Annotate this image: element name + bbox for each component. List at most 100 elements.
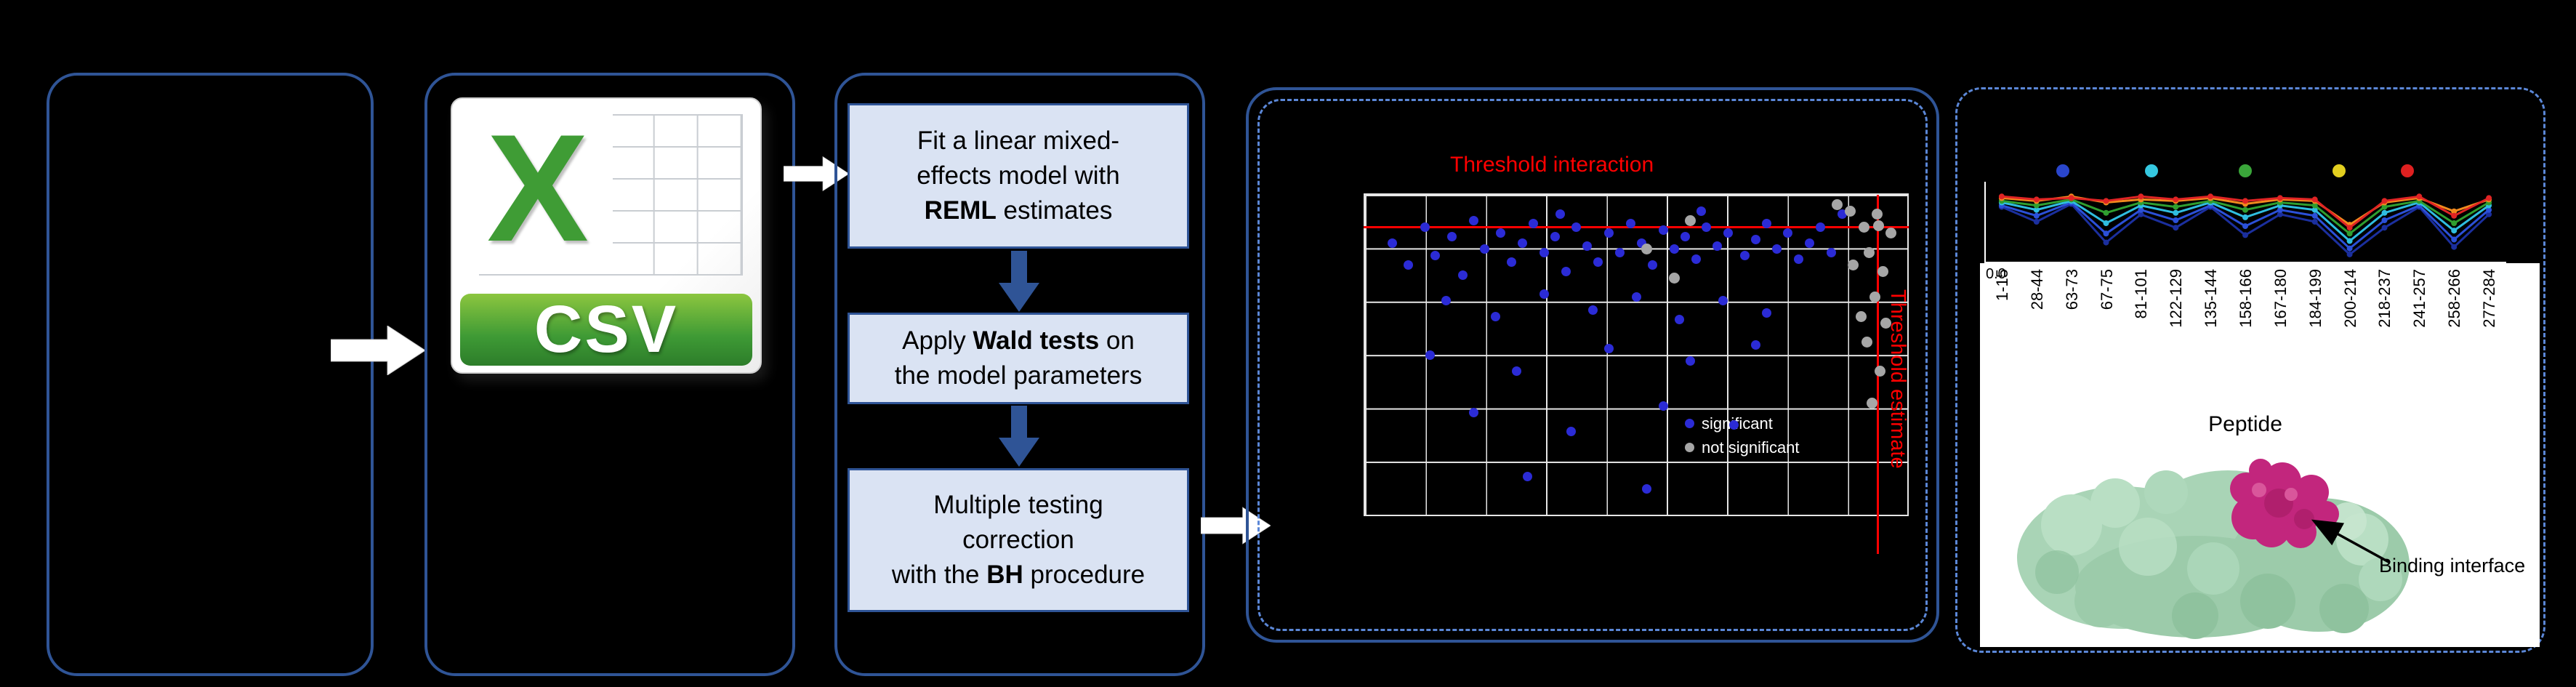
scatter-point — [1430, 251, 1441, 261]
scatter-point — [1837, 209, 1847, 219]
scatter-point — [1702, 222, 1712, 232]
scatter-point — [1641, 244, 1653, 255]
uptake-series-marker — [2033, 219, 2040, 225]
threshold-interaction-label: Threshold interaction — [1450, 153, 1654, 177]
peptide-tick-label: 277-284 — [2480, 269, 2499, 328]
panel-structure-output — [1955, 87, 2545, 653]
scatter-point — [1446, 231, 1457, 241]
uptake-series-marker — [2451, 208, 2458, 214]
y-axis-tick-label: 0.0 — [1986, 266, 2006, 282]
scatter-point — [1845, 205, 1856, 217]
scatter-point — [1457, 270, 1468, 280]
scatter-point — [1875, 365, 1886, 377]
threshold-line-horizontal — [1364, 226, 1909, 228]
uptake-series-marker — [2277, 206, 2283, 213]
scatter-point — [1880, 317, 1891, 329]
uptake-series-marker — [2138, 206, 2144, 213]
uptake-series-marker — [2346, 238, 2353, 244]
scatter-legend-item: significant — [1685, 411, 1800, 435]
peptide-tick-label: 63-73 — [2062, 269, 2081, 310]
scatter-point — [1539, 247, 1549, 257]
scatter-point — [1496, 228, 1505, 238]
uptake-series-marker — [2138, 193, 2144, 200]
scatter-point — [1668, 272, 1680, 284]
scatter-point — [1561, 267, 1571, 277]
timepoint-dot-icon — [2056, 164, 2069, 177]
uptake-series-marker — [2311, 196, 2318, 203]
scatter-point — [1582, 241, 1593, 251]
uptake-series-marker — [2242, 206, 2248, 213]
uptake-series-marker — [2242, 223, 2248, 230]
uptake-series-marker — [2416, 193, 2423, 200]
scatter-point — [1723, 228, 1734, 238]
scatter-point — [1685, 214, 1696, 226]
scatter-point — [1468, 407, 1478, 417]
uptake-series-marker — [2486, 195, 2492, 201]
scatter-point — [1550, 231, 1560, 241]
uptake-series-marker — [2173, 196, 2179, 203]
scatter-point — [1675, 315, 1685, 325]
scatter-point — [1847, 260, 1859, 271]
scatter-point — [1686, 356, 1696, 366]
scatter-point — [1468, 215, 1478, 225]
scatter-point — [1691, 254, 1701, 264]
uptake-legend-dots — [1984, 164, 2506, 179]
uptake-series-marker — [2311, 202, 2318, 209]
scatter-point — [1387, 238, 1397, 248]
uptake-series-marker — [2138, 211, 2144, 217]
scatter-point — [1783, 228, 1793, 238]
uptake-series-marker — [1998, 193, 2005, 200]
scatter-point — [1669, 244, 1679, 254]
scatter-point — [1872, 220, 1884, 231]
uptake-series-marker — [2381, 225, 2388, 231]
csv-banner-label: CSV — [459, 292, 753, 366]
step-bh-correction: Multiple testing correction with the BH pr… — [848, 468, 1189, 612]
panel-csv-file: X CSV — [424, 73, 795, 676]
uptake-series-marker — [2451, 212, 2458, 219]
scatter-point — [1794, 254, 1804, 264]
down-arrow-2-icon — [999, 406, 1039, 467]
scatter-point — [1425, 350, 1436, 360]
scatter-point — [1490, 311, 1500, 321]
scatter-point — [1604, 228, 1614, 238]
significance-scatter-plot: significant not significant — [1364, 193, 1909, 554]
scatter-point — [1869, 292, 1880, 303]
scatter-point — [1626, 219, 1636, 229]
uptake-series-marker — [2103, 198, 2109, 204]
peptide-tick-label: 1-15 — [1992, 269, 2011, 302]
uptake-series-marker — [2381, 217, 2388, 223]
dashed-frame-scatter — [1257, 99, 1928, 631]
timepoint-dot-icon — [2239, 164, 2252, 177]
scatter-point — [1761, 308, 1771, 318]
uptake-series-marker — [2311, 206, 2318, 213]
uptake-series-marker — [2103, 230, 2109, 237]
scatter-point — [1642, 484, 1652, 494]
scatter-point — [1593, 257, 1603, 267]
scatter-point — [1696, 206, 1707, 216]
uptake-series-marker — [2173, 225, 2179, 231]
scatter-point — [1615, 247, 1625, 257]
uptake-series-marker — [2207, 193, 2214, 200]
scatter-point — [1647, 260, 1657, 270]
uptake-series-marker — [2242, 232, 2248, 238]
uptake-series-marker — [2033, 202, 2040, 209]
uptake-series-marker — [2173, 204, 2179, 210]
scatter-legend: significant not significant — [1685, 411, 1800, 459]
scatter-point — [1555, 209, 1566, 219]
scatter-point — [1512, 366, 1522, 376]
scatter-point — [1587, 305, 1598, 315]
uptake-series-marker — [2346, 225, 2353, 231]
timepoint-dot-icon — [2333, 164, 2346, 177]
peptide-tick-label: 258-266 — [2445, 269, 2464, 328]
peptide-tick-label: 218-237 — [2375, 269, 2394, 328]
uptake-series-marker — [2451, 220, 2458, 226]
legend-dot-icon — [1685, 443, 1694, 452]
scatter-point — [1479, 244, 1489, 254]
scatter-point — [1658, 401, 1668, 411]
uptake-series-marker — [2103, 220, 2109, 226]
scatter-point — [1750, 235, 1760, 245]
peptide-tick-label: 135-144 — [2202, 269, 2221, 328]
scatter-point — [1805, 238, 1815, 248]
panel-scatter-output — [1246, 87, 1939, 643]
